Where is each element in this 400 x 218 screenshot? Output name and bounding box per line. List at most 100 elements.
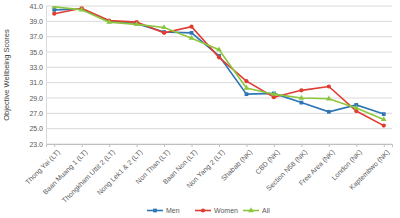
y-axis-title: Objective Wellbeing Scores (2, 29, 11, 121)
series-line (54, 8, 384, 125)
x-tick-mark (219, 144, 220, 147)
y-tick: 41.0 (29, 3, 46, 10)
y-tick-label: 29.0 (29, 95, 43, 102)
y-tick: 23.0 (29, 141, 46, 148)
x-tick: Free Area (NK) (298, 144, 337, 187)
x-tick: Thongkham Uttit 2 (LT) (61, 144, 117, 205)
x-tick-label: Non Yang 2 (LT) (185, 148, 226, 189)
x-tick: Baan Muang 1 (LT) (41, 144, 89, 196)
legend-label: Men (166, 207, 180, 214)
series-marker (299, 95, 305, 100)
series-marker (190, 31, 194, 35)
series-marker (271, 91, 277, 96)
y-tick-label: 33.0 (29, 64, 43, 71)
x-tick-label: Shabab (NK) (220, 148, 254, 182)
grid-line (46, 128, 392, 129)
plot: 23.0 25.0 27.0 29.0 31.0 33.0 35.0 37.0 39.0 41.0… (24, 3, 392, 205)
series-line (54, 7, 384, 120)
x-tick-mark (329, 144, 330, 147)
x-tick: CBD (NK) (254, 144, 282, 176)
series-marker (189, 35, 195, 40)
legend-label: Women (214, 207, 238, 214)
x-tick-label: Baan Muang 1 (LT) (41, 148, 89, 196)
x-tick: Nong Lek1 & 2 (LT) (96, 144, 144, 197)
y-tick-label: 27.0 (29, 110, 43, 117)
x-tick: Non Yang 2 (LT) (185, 144, 226, 190)
grid-line (46, 36, 392, 37)
x-tick-mark (356, 144, 357, 147)
series-marker (353, 105, 359, 110)
series-marker (327, 84, 331, 88)
series-marker (162, 31, 166, 35)
x-tick-mark (54, 144, 55, 147)
y-tick: 29.0 (29, 95, 46, 102)
series-marker (382, 112, 386, 116)
x-axis: Thong Yai (LT)Baan Muang 1 (LT)Thongkham… (24, 144, 392, 205)
x-tick-mark (192, 144, 193, 147)
x-tick: Kaptembwo (NK) (348, 144, 391, 192)
x-tick-mark (246, 144, 247, 147)
series-marker (52, 8, 56, 12)
x-tick-mark (109, 144, 110, 147)
grid-line (46, 52, 392, 53)
y-tick: 33.0 (29, 64, 46, 71)
grid (46, 6, 392, 144)
series-line (54, 9, 384, 114)
y-tick-label: 25.0 (29, 125, 43, 132)
y-tick-label: 31.0 (29, 79, 43, 86)
x-tick-label: Thongkham Uttit 2 (LT) (61, 148, 117, 204)
series-marker (134, 21, 140, 26)
series-marker (326, 95, 332, 100)
x-axis-line (47, 145, 393, 148)
x-tick-label: CBD (NK) (254, 148, 282, 176)
legend: Men Women All (147, 207, 270, 214)
series-marker (51, 6, 57, 8)
x-tick: Shabab (NK) (220, 144, 254, 183)
grid-line (46, 98, 392, 99)
series-group (51, 6, 386, 128)
series-marker (381, 116, 387, 121)
x-tick-mark (82, 144, 83, 147)
x-tick-label: Kaptembwo (NK) (348, 148, 391, 191)
y-tick-label: 37.0 (29, 33, 43, 40)
y-tick: 27.0 (29, 110, 46, 117)
y-tick: 31.0 (29, 79, 46, 86)
legend-marker (201, 208, 205, 212)
x-tick-mark (137, 144, 138, 147)
legend-label: All (262, 207, 270, 214)
series-marker (217, 55, 221, 59)
x-tick-mark (274, 144, 275, 147)
x-tick-label: Free Area (NK) (298, 148, 337, 187)
series-marker (272, 92, 276, 96)
series-marker (216, 46, 222, 51)
series-marker (382, 123, 386, 127)
legend-marker (248, 207, 254, 212)
y-tick-label: 23.0 (29, 141, 43, 148)
x-tick-label: Nong Lek1 & 2 (LT) (96, 148, 144, 196)
grid-line (46, 113, 392, 114)
y-tick-label: 35.0 (29, 49, 43, 56)
grid-line (46, 6, 392, 7)
grid-line (46, 82, 392, 83)
y-tick-label: 39.0 (29, 18, 43, 25)
legend-item: All (243, 207, 270, 214)
series-marker (327, 110, 331, 114)
y-tick: 35.0 (29, 49, 46, 56)
y-tick: 25.0 (29, 125, 46, 132)
series-marker (300, 101, 304, 105)
series-marker (245, 92, 249, 96)
x-tick-mark (384, 144, 385, 147)
y-tick: 37.0 (29, 33, 46, 40)
y-tick-label: 41.0 (29, 3, 43, 10)
series-marker (299, 88, 303, 92)
y-tick: 39.0 (29, 18, 46, 25)
series-marker (189, 25, 193, 29)
legend-item: Men (147, 207, 180, 214)
y-axis: 23.0 25.0 27.0 29.0 31.0 33.0 35.0 37.0 39.0 41.0 (29, 3, 46, 148)
x-tick-mark (301, 144, 302, 147)
grid-line (46, 67, 392, 68)
series-marker (52, 12, 56, 16)
grid-line (46, 21, 392, 22)
x-tick-mark (164, 144, 165, 147)
series-marker (244, 79, 248, 83)
